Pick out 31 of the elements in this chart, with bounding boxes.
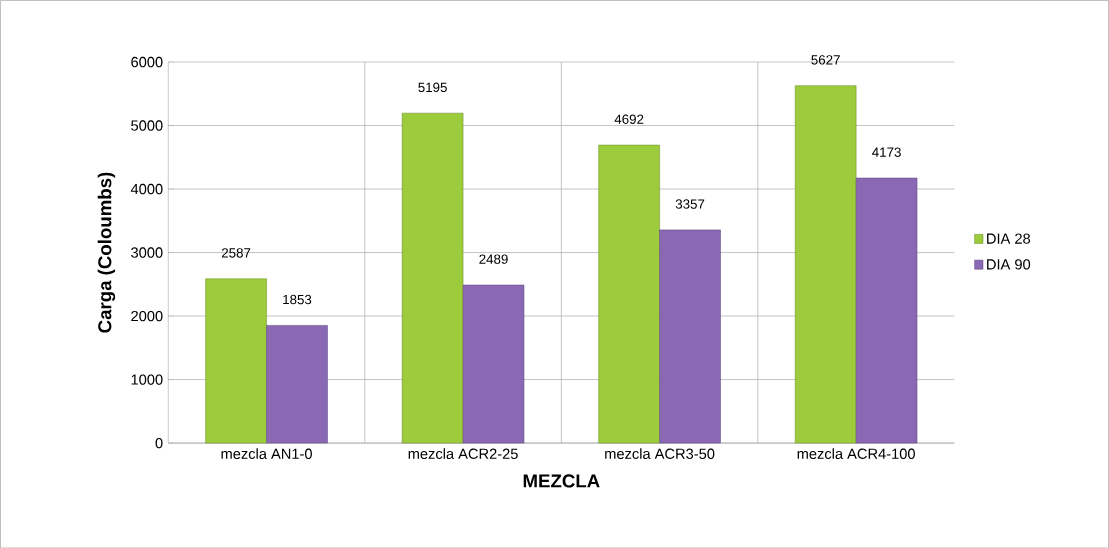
data-label: 4692 bbox=[614, 114, 644, 124]
y-tick-label: 2000 bbox=[131, 310, 163, 322]
x-tick-label: mezcla ACR2-25 bbox=[408, 448, 518, 459]
x-tick-label: mezcla AN1-0 bbox=[221, 448, 312, 459]
y-tick-label: 1000 bbox=[131, 374, 163, 385]
y-tick-label: 3000 bbox=[131, 247, 163, 258]
bar bbox=[266, 324, 328, 444]
y-tick-label: 5000 bbox=[131, 120, 163, 131]
bar bbox=[794, 85, 857, 444]
data-label: 4173 bbox=[872, 147, 901, 157]
bar bbox=[205, 278, 267, 444]
bar bbox=[401, 112, 464, 444]
data-label: 5627 bbox=[811, 54, 840, 65]
data-label: 2489 bbox=[479, 254, 508, 264]
x-tick-label: mezcla ACR4-100 bbox=[797, 448, 915, 459]
y-tick-label: 0 bbox=[155, 437, 163, 449]
y-tick-label: 4000 bbox=[130, 183, 163, 195]
bar bbox=[598, 144, 660, 444]
data-label: 5195 bbox=[418, 82, 447, 92]
bar bbox=[659, 229, 721, 444]
y-tick-label: 6000 bbox=[131, 56, 163, 68]
x-tick-label: mezcla ACR3-50 bbox=[605, 448, 715, 459]
data-label: 1853 bbox=[283, 294, 312, 305]
data-label: 3357 bbox=[675, 199, 705, 209]
bar bbox=[855, 177, 918, 444]
data-label: 2587 bbox=[221, 248, 251, 258]
bar bbox=[462, 284, 525, 444]
y-axis-title: Carga (Coloumbs) bbox=[97, 172, 116, 333]
x-axis-title: MEZCLA bbox=[523, 474, 600, 488]
legend-label: DIA 90 bbox=[987, 259, 1031, 270]
legend-label: DIA 28 bbox=[987, 233, 1031, 244]
